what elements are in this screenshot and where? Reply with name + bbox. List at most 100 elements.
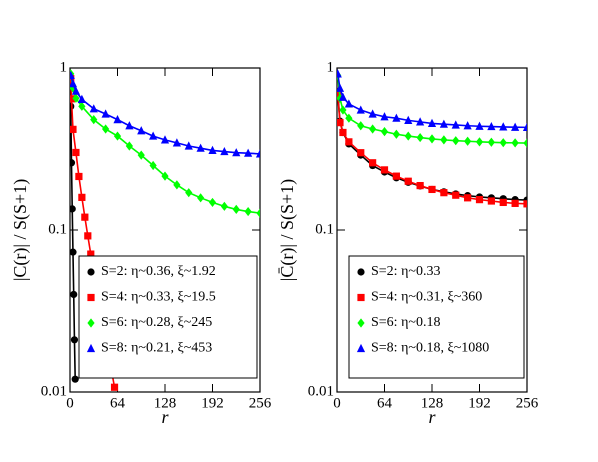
marker	[87, 318, 95, 328]
marker	[185, 188, 193, 198]
marker	[416, 132, 424, 143]
legend-label: S=6: η~0.28, ξ~245	[101, 315, 212, 330]
marker	[232, 148, 241, 157]
marker	[416, 117, 425, 126]
marker	[173, 180, 181, 190]
marker	[125, 141, 133, 151]
marker	[244, 206, 252, 217]
marker	[70, 205, 76, 213]
marker	[71, 375, 79, 383]
marker	[464, 136, 472, 146]
x-tick-label: 64	[110, 395, 126, 411]
marker	[499, 138, 507, 148]
legend-label: S=4: η~0.33, ξ~19.5	[101, 290, 216, 305]
marker	[380, 166, 389, 174]
marker	[337, 69, 342, 78]
marker	[416, 181, 424, 190]
series-line	[337, 93, 527, 201]
marker	[75, 172, 83, 181]
marker	[452, 136, 460, 146]
marker	[522, 122, 527, 131]
marker	[452, 191, 460, 199]
legend-box	[348, 255, 525, 379]
marker	[487, 197, 495, 205]
marker	[475, 196, 484, 204]
marker	[404, 131, 412, 141]
marker	[160, 135, 170, 144]
y-tick-label: 0.01	[41, 383, 67, 399]
marker	[523, 200, 527, 208]
marker	[464, 194, 472, 202]
marker	[70, 125, 77, 133]
marker	[345, 138, 353, 146]
marker	[184, 141, 193, 150]
marker	[70, 95, 76, 103]
marker	[344, 99, 353, 108]
marker	[84, 232, 92, 240]
legend-label: S=6: η~0.18	[371, 315, 440, 330]
marker	[404, 115, 413, 124]
marker	[208, 145, 217, 154]
marker	[369, 159, 377, 167]
marker	[102, 124, 110, 134]
x-tick-label: 192	[468, 395, 491, 411]
marker	[404, 177, 412, 185]
marker	[428, 185, 436, 194]
marker	[70, 102, 75, 110]
marker	[89, 104, 98, 113]
y-axis-label: |C̄(r)| / S(S+1)	[277, 179, 298, 281]
marker	[70, 290, 78, 299]
legend-label: S=2: η~0.33	[371, 264, 440, 279]
marker	[368, 109, 377, 118]
marker	[439, 119, 448, 128]
marker	[511, 199, 519, 207]
marker	[256, 208, 260, 218]
marker	[356, 343, 366, 353]
marker	[87, 250, 95, 258]
marker	[172, 138, 181, 147]
marker	[357, 149, 365, 157]
marker	[339, 105, 347, 115]
y-tick-label: 1	[327, 59, 335, 75]
marker	[70, 336, 79, 344]
legend-label: S=4: η~0.31, ξ~360	[371, 290, 482, 305]
marker	[511, 122, 520, 131]
marker	[380, 126, 389, 137]
legend-label: S=8: η~0.18, ξ~1080	[371, 341, 489, 356]
legend-label: S=8: η~0.21, ξ~453	[101, 341, 212, 356]
marker	[72, 93, 80, 103]
marker	[86, 343, 96, 353]
marker	[499, 122, 508, 131]
marker	[87, 268, 95, 276]
marker	[71, 86, 81, 95]
marker	[523, 138, 527, 148]
marker	[77, 94, 86, 103]
marker	[220, 201, 228, 211]
marker	[475, 137, 484, 147]
marker	[380, 112, 389, 121]
marker	[357, 293, 365, 302]
marker	[149, 160, 157, 171]
marker	[70, 248, 77, 256]
marker	[220, 146, 229, 156]
x-axis-label: r	[428, 407, 436, 427]
plot-area	[337, 69, 527, 208]
marker	[78, 193, 86, 201]
marker	[137, 126, 146, 135]
marker	[392, 113, 401, 122]
marker	[499, 198, 507, 207]
marker	[487, 121, 496, 131]
marker	[70, 79, 78, 88]
marker	[392, 129, 400, 139]
marker	[197, 193, 205, 203]
marker	[392, 172, 400, 180]
marker	[451, 120, 460, 129]
marker	[125, 121, 134, 130]
marker	[208, 197, 217, 208]
marker	[428, 134, 436, 144]
marker	[70, 159, 76, 167]
marker	[232, 204, 240, 215]
x-tick-label: 128	[421, 395, 444, 411]
